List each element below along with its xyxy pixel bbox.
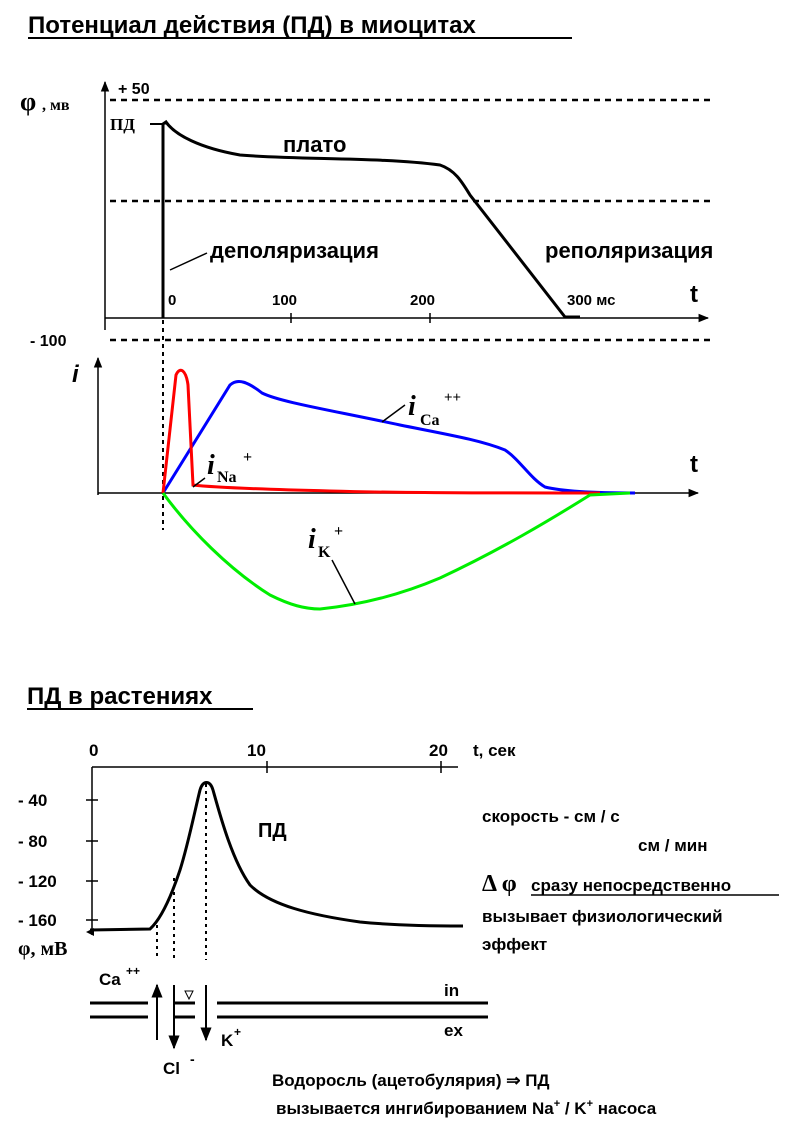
- plant-x-axis-label: t, сек: [473, 741, 516, 760]
- title-plants: ПД в растениях: [27, 683, 213, 710]
- membrane-schematic: Ca ++ Cl - K + in ex: [90, 964, 488, 1078]
- plant-ap-curve: [89, 781, 464, 932]
- inhibition-sup-2: +: [587, 1098, 593, 1110]
- ica-label-i: i: [408, 391, 416, 422]
- ik-label-i: i: [308, 524, 316, 555]
- plant-y-tick-label-160: - 160: [18, 911, 57, 930]
- inhibition-text: вызывается ингибированием Na+ / K+ насос…: [276, 1098, 657, 1118]
- ion-currents-chart: i t i Ca ++ i Na + i K +: [72, 356, 700, 611]
- t-axis-label: t: [690, 281, 698, 308]
- inhibition-text-c: насоса: [593, 1099, 657, 1118]
- plant-pd-label: ПД: [258, 820, 287, 842]
- ik-curve: [161, 491, 631, 611]
- ina-curve: [161, 368, 601, 495]
- pd-peak-label: ПД: [110, 115, 135, 134]
- ik-pointer: [331, 559, 356, 605]
- plant-y-tick-label-40: - 40: [18, 791, 47, 810]
- inhibition-text-b: / K: [560, 1099, 587, 1118]
- speed-text-2: см / мин: [638, 836, 708, 855]
- k-label-sup: +: [234, 1025, 241, 1039]
- inhibition-sup-1: +: [554, 1098, 560, 1110]
- depolarization-pointer: [169, 252, 208, 271]
- ca-label-sup: ++: [126, 964, 140, 978]
- ica-label-sup: ++: [444, 390, 461, 406]
- tick-label-100: 100: [272, 292, 297, 309]
- plant-x-tick-label-10: 10: [247, 741, 266, 760]
- plant-y-tick-label-120: - 120: [18, 872, 57, 891]
- title-myocytes: Потенциал действия (ПД) в миоцитах: [28, 12, 476, 39]
- ina-pointer: [192, 477, 206, 488]
- speed-text-1: скорость - см / с: [482, 807, 620, 826]
- plant-notes: скорость - см / с см / мин Δ φ сразу неп…: [482, 807, 779, 954]
- ica-pointer: [381, 404, 406, 423]
- current-i-label: i: [72, 361, 80, 388]
- cl-label-sup: -: [190, 1051, 195, 1067]
- ex-label: ex: [444, 1021, 463, 1040]
- current-t-label: t: [690, 451, 698, 478]
- plant-x-tick-label-0: 0: [89, 741, 98, 760]
- ina-label-sub: Na: [217, 469, 237, 486]
- ica-label-sub: Ca: [420, 412, 440, 429]
- ik-label-sub: K: [318, 544, 331, 561]
- depolarization-label: деполяризация: [210, 238, 379, 263]
- ica-curve: [161, 380, 636, 495]
- cl-label: Cl: [163, 1059, 180, 1078]
- effect-text-2: эффект: [482, 935, 547, 954]
- small-triangle-icon: [184, 990, 194, 1001]
- myocyte-ap-chart: φ , мв + 50 - 100 ПД плато деполяризация…: [20, 80, 713, 530]
- inhibition-text-a: вызывается ингибированием Na: [276, 1099, 554, 1118]
- algae-text: Водоросль (ацетобулярия) ⇒ ПД: [272, 1071, 550, 1090]
- ina-label-sup: +: [243, 449, 252, 466]
- tick-label-300ms: 300 мс: [567, 292, 615, 309]
- ca-label: Ca: [99, 970, 121, 989]
- tick-label-0: 0: [168, 292, 176, 309]
- ik-label-sup: +: [334, 523, 343, 540]
- phi-unit-label: , мв: [42, 97, 70, 114]
- plant-x-tick-label-20: 20: [429, 741, 448, 760]
- phi-symbol: φ: [20, 87, 36, 116]
- plant-curve-start-arrow: [86, 928, 94, 936]
- plant-y-tick-label-80: - 80: [18, 832, 47, 851]
- tick-label-200: 200: [410, 292, 435, 309]
- delta-phi-symbol: Δ φ: [482, 871, 517, 897]
- plateau-label: плато: [283, 132, 346, 157]
- in-label: in: [444, 981, 459, 1000]
- minus100-label: - 100: [30, 333, 67, 350]
- repolarization-label: реполяризация: [545, 238, 713, 263]
- action-potential-curve: [161, 119, 580, 319]
- ina-label-i: i: [207, 450, 215, 481]
- plant-y-axis-label: φ, мВ: [18, 938, 67, 960]
- plus50-label: + 50: [118, 81, 150, 98]
- effect-text-1: вызывает физиологический: [482, 907, 723, 926]
- delta-phi-text: сразу непосредственно: [531, 876, 731, 895]
- k-label: K: [221, 1031, 234, 1050]
- plant-ap-chart: 0 10 20 t, сек - 40 - 80 - 120 - 160 φ, …: [18, 741, 516, 960]
